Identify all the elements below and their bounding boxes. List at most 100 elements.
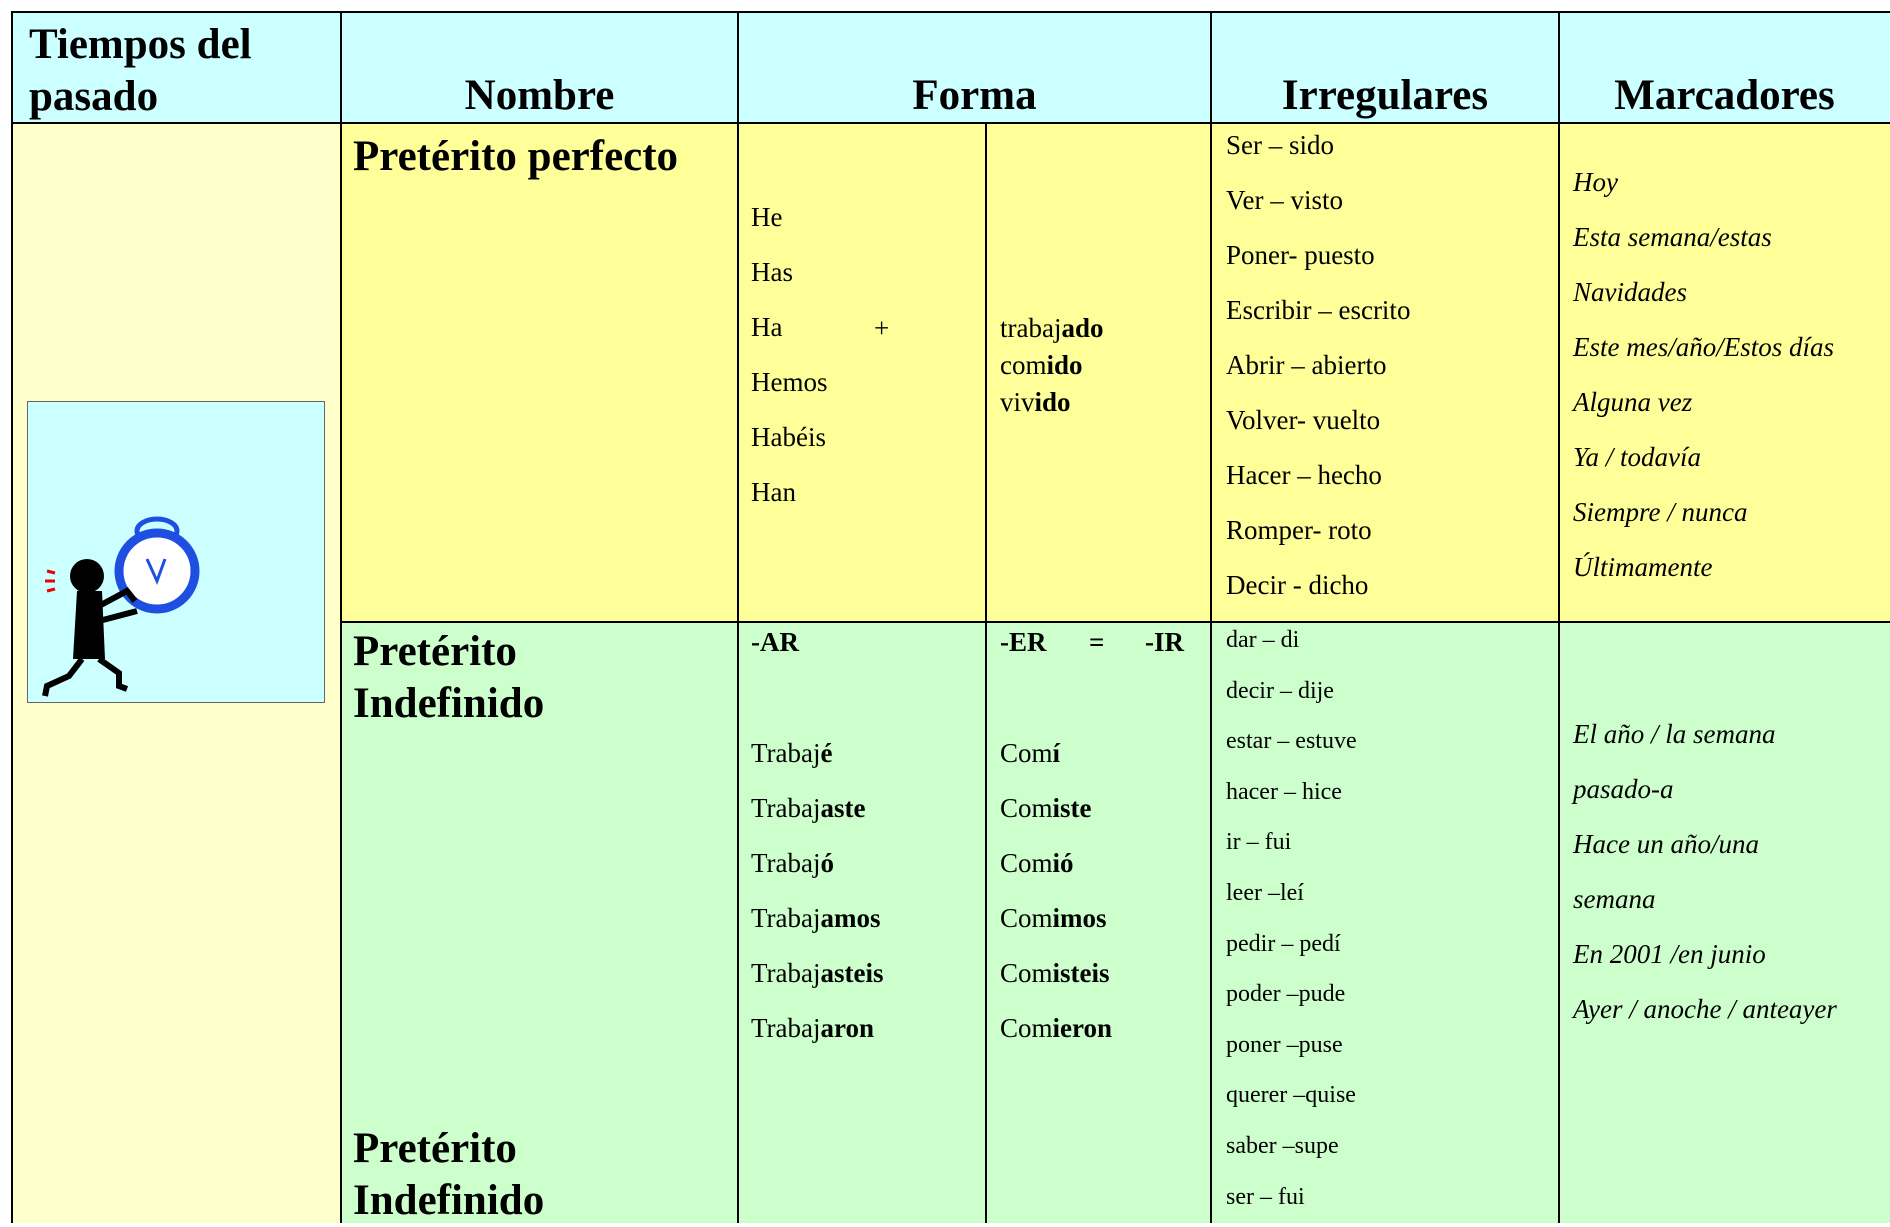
header-cell: Marcadores: [1614, 72, 1835, 119]
tense-name: Pretérito Indefinido: [353, 628, 545, 727]
irregular-verb: Escribir – escrito: [1226, 295, 1411, 325]
irregular-verb: decir – dije: [1226, 677, 1334, 704]
border: [340, 11, 342, 1223]
er-form: Comí: [1000, 737, 1060, 769]
auxiliary: Hemos: [751, 367, 828, 397]
ending: ado: [1061, 313, 1104, 343]
time-marker: El año / la semana: [1573, 719, 1776, 749]
ar-form: Trabajaron: [751, 1012, 874, 1044]
ending: asteis: [820, 958, 884, 988]
ending: ieron: [1052, 1013, 1113, 1043]
time-marker: En 2001 /en junio: [1573, 939, 1766, 969]
tense-name: Pretérito perfecto: [353, 133, 679, 180]
er-form: Comió: [1000, 847, 1074, 879]
time-marker: Hoy: [1573, 167, 1618, 197]
header-cell: Tiempos del pasado: [29, 21, 252, 120]
clock-icon: [27, 401, 325, 703]
irregular-verb: Abrir – abierto: [1226, 350, 1387, 380]
tense-name: Pretérito Indefinido: [353, 1125, 545, 1224]
column-label: -IR: [1145, 627, 1184, 657]
ar-form: Trabajó: [751, 847, 834, 879]
ending: aron: [820, 1013, 875, 1043]
time-marker: Ayer / anoche / anteayer: [1573, 994, 1837, 1024]
irregular-verb: Ser – sido: [1226, 130, 1334, 160]
time-marker: pasado-a: [1573, 774, 1674, 804]
header-bg: [12, 12, 1890, 123]
border: [340, 621, 1890, 623]
ending: ió: [1052, 848, 1074, 878]
time-marker: semana: [1573, 884, 1656, 914]
irregular-verb: dar – di: [1226, 627, 1300, 653]
irregular-verb: saber –supe: [1226, 1133, 1339, 1159]
ar-form: Trabajasteis: [751, 957, 884, 989]
irregular-verb: pedir – pedí: [1226, 930, 1341, 957]
ar-form: Trabajaste: [751, 792, 866, 824]
ending: aste: [820, 793, 866, 823]
ending: ó: [820, 848, 835, 878]
time-marker: Esta semana/estas: [1573, 222, 1772, 252]
time-marker: Este mes/año/Estos días: [1573, 332, 1834, 362]
irregular-verb: querer –quise: [1226, 1082, 1356, 1109]
border: [11, 11, 13, 1223]
irregular-verb: ir – fui: [1226, 829, 1292, 856]
column-label: -ER: [1000, 627, 1047, 657]
time-marker: Ya / todavía: [1573, 442, 1702, 472]
irregular-verb: poner –puse: [1226, 1031, 1343, 1058]
er-form: Comiste: [1000, 792, 1092, 824]
er-form: Comieron: [1000, 1012, 1112, 1044]
stem: Trabaj: [751, 738, 821, 768]
stem: Com: [1000, 958, 1053, 988]
stem: Trabaj: [751, 958, 821, 988]
irregular-verb: Decir - dicho: [1226, 570, 1369, 600]
stem: Com: [1000, 1013, 1053, 1043]
irregular-verb: ser – fui: [1226, 1183, 1305, 1210]
auxiliary: Has: [751, 257, 793, 287]
stem: Com: [1000, 903, 1053, 933]
column-label: =: [1089, 627, 1105, 657]
stem: Trabaj: [751, 848, 821, 878]
ending: isteis: [1052, 958, 1110, 988]
irregular-verb: leer –leí: [1226, 880, 1304, 906]
auxiliary: Han: [751, 477, 796, 507]
stem: Com: [1000, 738, 1053, 768]
ending: imos: [1052, 903, 1107, 933]
participle: comido: [1000, 349, 1083, 381]
header-cell: Irregulares: [1281, 72, 1489, 119]
participle: trabajado: [1000, 312, 1104, 344]
border: [1210, 11, 1212, 1223]
time-marker: Hace un año/una: [1573, 829, 1759, 859]
irregular-verb: Volver- vuelto: [1226, 405, 1381, 435]
stem: Com: [1000, 848, 1053, 878]
time-marker: Siempre / nunca: [1573, 497, 1748, 527]
border: [11, 122, 1890, 124]
participle: vivido: [1000, 386, 1071, 418]
plus-sign: +: [874, 313, 890, 343]
ar-form: Trabajamos: [751, 902, 881, 934]
stem: com: [1000, 350, 1047, 380]
ending: iste: [1052, 793, 1092, 823]
irregular-verb: estar – estuve: [1226, 728, 1357, 755]
stem: Trabaj: [751, 903, 821, 933]
border: [1558, 11, 1560, 1223]
stem: viv: [1000, 387, 1035, 417]
irregular-verb: Ver – visto: [1226, 185, 1343, 215]
irregular-verb: Poner- puesto: [1226, 240, 1375, 270]
time-marker: Alguna vez: [1573, 387, 1693, 417]
irregular-verb: hacer – hice: [1226, 778, 1342, 805]
ending: í: [1052, 738, 1061, 768]
stem: Com: [1000, 793, 1053, 823]
header-cell: Forma: [912, 72, 1037, 119]
er-form: Comimos: [1000, 902, 1107, 934]
border: [985, 122, 987, 1223]
er-form: Comisteis: [1000, 957, 1110, 989]
auxiliary: Ha: [751, 312, 783, 342]
irregular-verb: Hacer – hecho: [1226, 460, 1382, 490]
auxiliary: Habéis: [751, 422, 826, 452]
ar-form: Trabajé: [751, 737, 833, 769]
auxiliary: He: [751, 202, 783, 232]
column-label: -AR: [751, 627, 799, 657]
indefinido-row-bg: [341, 622, 1890, 1223]
ending: ido: [1046, 350, 1083, 380]
time-marker: Últimamente: [1573, 552, 1713, 582]
